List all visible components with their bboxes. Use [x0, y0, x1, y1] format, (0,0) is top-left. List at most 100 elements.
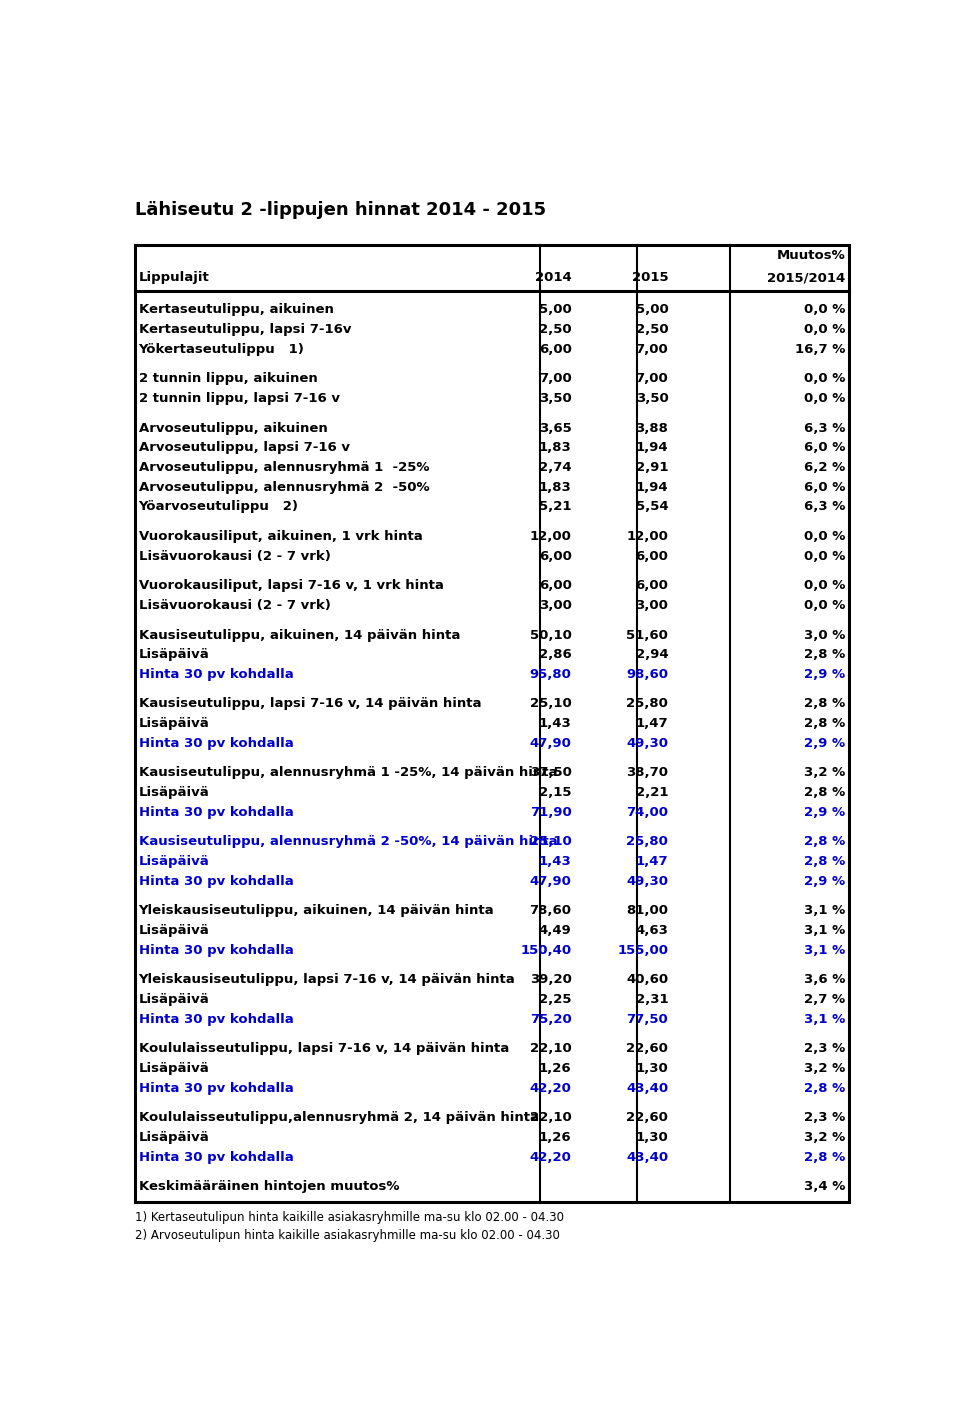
Text: Arvoseutulippu, aikuinen: Arvoseutulippu, aikuinen	[138, 421, 327, 435]
Text: Hinta 30 pv kohdalla: Hinta 30 pv kohdalla	[138, 875, 294, 887]
Text: Koululaisseutulippu,alennusryhmä 2, 14 päivän hinta: Koululaisseutulippu,alennusryhmä 2, 14 p…	[138, 1112, 539, 1125]
Text: 77,50: 77,50	[627, 1012, 668, 1025]
Text: 49,30: 49,30	[626, 737, 668, 749]
Text: 4,63: 4,63	[636, 924, 668, 937]
Text: Hinta 30 pv kohdalla: Hinta 30 pv kohdalla	[138, 737, 294, 749]
Text: Koululaisseutulippu, lapsi 7-16 v, 14 päivän hinta: Koululaisseutulippu, lapsi 7-16 v, 14 pä…	[138, 1042, 509, 1055]
Text: 38,70: 38,70	[626, 766, 668, 779]
Text: 2015: 2015	[632, 272, 668, 284]
Text: 1,43: 1,43	[539, 855, 571, 869]
Text: 5,21: 5,21	[540, 501, 571, 513]
Text: 3,1 %: 3,1 %	[804, 904, 846, 917]
Text: 78,60: 78,60	[530, 904, 571, 917]
Text: 3,1 %: 3,1 %	[804, 944, 846, 957]
Text: 7,00: 7,00	[636, 373, 668, 385]
Text: 1,26: 1,26	[539, 1062, 571, 1075]
Text: 3,0 %: 3,0 %	[804, 629, 846, 641]
Text: Hinta 30 pv kohdalla: Hinta 30 pv kohdalla	[138, 1150, 294, 1163]
Text: 2,8 %: 2,8 %	[804, 836, 846, 849]
Text: Kausiseutulippu, lapsi 7-16 v, 14 päivän hinta: Kausiseutulippu, lapsi 7-16 v, 14 päivän…	[138, 697, 481, 711]
Text: 25,80: 25,80	[627, 836, 668, 849]
Text: 1,94: 1,94	[636, 481, 668, 493]
Text: 5,54: 5,54	[636, 501, 668, 513]
Text: Lisäpäivä: Lisäpäivä	[138, 648, 209, 661]
Text: Yleiskausiseutulippu, aikuinen, 14 päivän hinta: Yleiskausiseutulippu, aikuinen, 14 päivä…	[138, 904, 494, 917]
Text: 22,10: 22,10	[530, 1112, 571, 1125]
Text: 1,83: 1,83	[539, 441, 571, 454]
Text: 2 tunnin lippu, lapsi 7-16 v: 2 tunnin lippu, lapsi 7-16 v	[138, 392, 340, 405]
Text: 2,8 %: 2,8 %	[804, 648, 846, 661]
Text: 39,20: 39,20	[530, 974, 571, 987]
Text: Lisäpäivä: Lisäpäivä	[138, 924, 209, 937]
Text: 6,00: 6,00	[539, 579, 571, 592]
Text: Lisäpäivä: Lisäpäivä	[138, 1062, 209, 1075]
Text: 2,25: 2,25	[540, 993, 571, 1007]
Text: Muutos%: Muutos%	[777, 249, 846, 263]
Text: Yökertaseutulippu   1): Yökertaseutulippu 1)	[138, 343, 304, 356]
Text: Kausiseutulippu, alennusryhmä 2 -50%, 14 päivän hinta: Kausiseutulippu, alennusryhmä 2 -50%, 14…	[138, 836, 557, 849]
Text: 0,0 %: 0,0 %	[804, 373, 846, 385]
Text: 1,30: 1,30	[636, 1130, 668, 1145]
Text: 3,4 %: 3,4 %	[804, 1180, 846, 1193]
Text: 2,9 %: 2,9 %	[804, 875, 846, 887]
Text: 1,30: 1,30	[636, 1062, 668, 1075]
Text: 3,1 %: 3,1 %	[804, 1012, 846, 1025]
Text: 47,90: 47,90	[530, 737, 571, 749]
Text: 42,20: 42,20	[530, 1150, 571, 1163]
Text: 40,60: 40,60	[626, 974, 668, 987]
Text: 0,0 %: 0,0 %	[804, 579, 846, 592]
Text: 3,65: 3,65	[539, 421, 571, 435]
Text: 2,8 %: 2,8 %	[804, 855, 846, 869]
Text: 2,8 %: 2,8 %	[804, 786, 846, 799]
Text: 25,80: 25,80	[627, 697, 668, 711]
Text: Lisävuorokausi (2 - 7 vrk): Lisävuorokausi (2 - 7 vrk)	[138, 599, 330, 611]
Text: Vuorokausiliput, lapsi 7-16 v, 1 vrk hinta: Vuorokausiliput, lapsi 7-16 v, 1 vrk hin…	[138, 579, 444, 592]
Text: 6,00: 6,00	[539, 550, 571, 563]
Text: 0,0 %: 0,0 %	[804, 550, 846, 563]
Text: 1,83: 1,83	[539, 481, 571, 493]
Text: 6,0 %: 6,0 %	[804, 481, 846, 493]
Text: 2015/2014: 2015/2014	[767, 272, 846, 284]
Text: 2,15: 2,15	[540, 786, 571, 799]
Text: 7,00: 7,00	[636, 343, 668, 356]
Text: 2,21: 2,21	[636, 786, 668, 799]
Text: Kertaseutulippu, lapsi 7-16v: Kertaseutulippu, lapsi 7-16v	[138, 323, 351, 336]
Text: Lähiseutu 2 -lippujen hinnat 2014 - 2015: Lähiseutu 2 -lippujen hinnat 2014 - 2015	[134, 202, 546, 219]
Text: Kausiseutulippu, aikuinen, 14 päivän hinta: Kausiseutulippu, aikuinen, 14 päivän hin…	[138, 629, 460, 641]
Text: 2,9 %: 2,9 %	[804, 806, 846, 819]
Text: 6,00: 6,00	[636, 579, 668, 592]
Text: 12,00: 12,00	[530, 530, 571, 543]
Text: 2014: 2014	[535, 272, 571, 284]
Text: 2,91: 2,91	[636, 461, 668, 474]
Text: 6,3 %: 6,3 %	[804, 501, 846, 513]
Text: Yleiskausiseutulippu, lapsi 7-16 v, 14 päivän hinta: Yleiskausiseutulippu, lapsi 7-16 v, 14 p…	[138, 974, 516, 987]
Text: 2,86: 2,86	[539, 648, 571, 661]
Text: 0,0 %: 0,0 %	[804, 392, 846, 405]
Text: 0,0 %: 0,0 %	[804, 530, 846, 543]
Text: 2,74: 2,74	[539, 461, 571, 474]
Text: 74,00: 74,00	[626, 806, 668, 819]
Text: 6,0 %: 6,0 %	[804, 441, 846, 454]
Text: Lisäpäivä: Lisäpäivä	[138, 993, 209, 1007]
Text: 2,7 %: 2,7 %	[804, 993, 846, 1007]
Text: 95,80: 95,80	[530, 668, 571, 681]
Text: 81,00: 81,00	[626, 904, 668, 917]
Text: Keskimääräinen hintojen muutos%: Keskimääräinen hintojen muutos%	[138, 1180, 399, 1193]
Text: 0,0 %: 0,0 %	[804, 599, 846, 611]
Text: 3,00: 3,00	[539, 599, 571, 611]
Text: 2) Arvoseutulipun hinta kaikille asiakasryhmille ma-su klo 02.00 - 04.30: 2) Arvoseutulipun hinta kaikille asiakas…	[134, 1230, 560, 1243]
Text: 42,20: 42,20	[530, 1082, 571, 1095]
Text: 2,9 %: 2,9 %	[804, 737, 846, 749]
Text: Lisäpäivä: Lisäpäivä	[138, 717, 209, 729]
Text: Hinta 30 pv kohdalla: Hinta 30 pv kohdalla	[138, 1082, 294, 1095]
Text: Arvoseutulippu, alennusryhmä 1  -25%: Arvoseutulippu, alennusryhmä 1 -25%	[138, 461, 429, 474]
Text: Kertaseutulippu, aikuinen: Kertaseutulippu, aikuinen	[138, 303, 333, 316]
Text: 6,3 %: 6,3 %	[804, 421, 846, 435]
Text: Kausiseutulippu, alennusryhmä 1 -25%, 14 päivän hinta: Kausiseutulippu, alennusryhmä 1 -25%, 14…	[138, 766, 557, 779]
Text: 47,90: 47,90	[530, 875, 571, 887]
Text: 37,50: 37,50	[530, 766, 571, 779]
Text: 2,8 %: 2,8 %	[804, 697, 846, 711]
Text: 2,50: 2,50	[539, 323, 571, 336]
Text: Arvoseutulippu, alennusryhmä 2  -50%: Arvoseutulippu, alennusryhmä 2 -50%	[138, 481, 429, 493]
Text: 3,2 %: 3,2 %	[804, 1062, 846, 1075]
